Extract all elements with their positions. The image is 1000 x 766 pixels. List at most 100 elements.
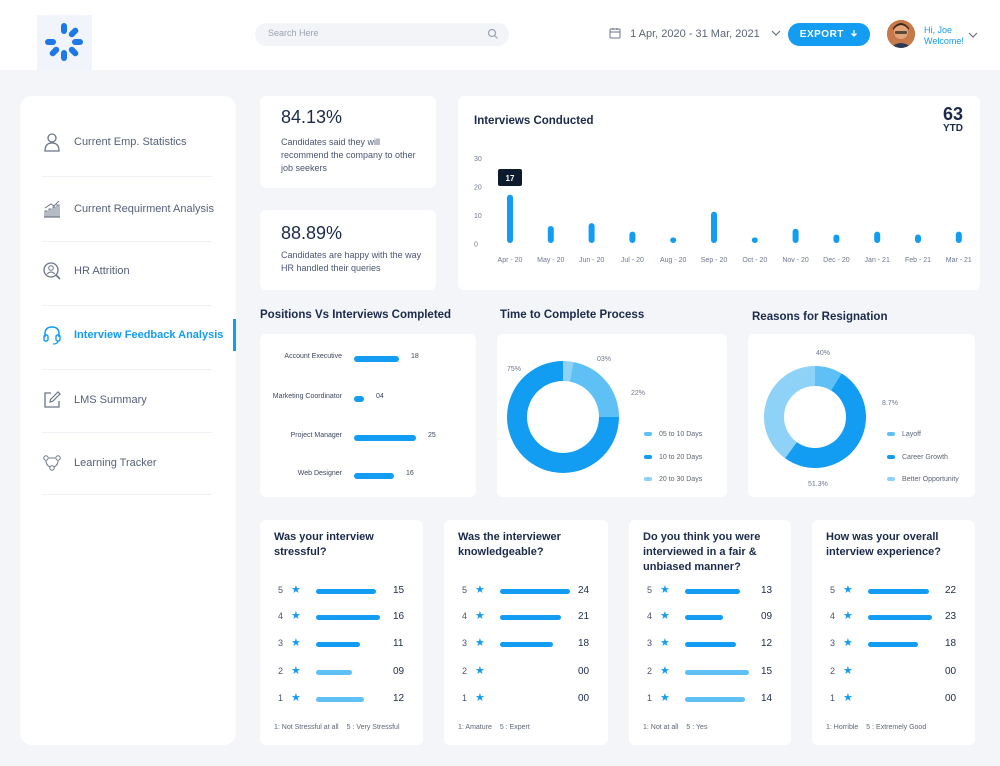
bar[interactable]: [833, 234, 840, 243]
time-process-donut: [507, 361, 619, 473]
chevron-down-icon: [771, 30, 781, 36]
export-button[interactable]: EXPORT: [788, 23, 870, 46]
bar[interactable]: [955, 231, 962, 243]
rating-bar: [316, 615, 380, 620]
ytd-counter: 63 YTD: [943, 104, 963, 134]
sidebar-item-current-emp-statistics[interactable]: Current Emp. Statistics: [22, 111, 241, 173]
ytd-label: YTD: [942, 123, 963, 134]
sidebar-item-lms-summary[interactable]: LMS Summary: [22, 369, 241, 431]
tooltip-value: 17: [506, 174, 515, 183]
user-icon: [44, 133, 60, 152]
position-bar: [354, 473, 394, 479]
scale-low: 1: Not at all: [643, 724, 679, 731]
divider: [42, 432, 212, 433]
rating-count: 09: [761, 611, 773, 622]
rating-bar: [868, 589, 929, 594]
tracker-icon: [43, 455, 61, 471]
avatar[interactable]: [887, 20, 915, 48]
sidebar-item-learning-tracker[interactable]: Learning Tracker: [22, 432, 241, 494]
search-placeholder: Search Here: [268, 28, 319, 38]
search-person-icon: [43, 262, 61, 280]
ytd-value: 63: [942, 104, 963, 124]
rating-number: 2: [830, 666, 836, 676]
donut-slice[interactable]: [815, 366, 842, 391]
position-bar: [354, 435, 416, 441]
star-icon: ★: [291, 637, 301, 649]
bar[interactable]: [629, 231, 636, 243]
star-icon: ★: [843, 692, 853, 704]
bar[interactable]: [588, 223, 595, 243]
sidebar-item-label: Interview Feedback Analysis: [74, 329, 224, 341]
bar[interactable]: [874, 231, 881, 243]
search-input[interactable]: Search Here: [255, 23, 509, 46]
rating-bar: [685, 670, 749, 675]
rating-number: 1: [647, 693, 653, 703]
divider: [42, 241, 212, 242]
legend-label: 20 to 30 Days: [659, 476, 703, 483]
rating-number: 2: [647, 666, 653, 676]
date-range-picker[interactable]: 1 Apr, 2020 - 31 Mar, 2021: [609, 27, 781, 40]
positions-card: Account Executive 18 Marketing Coordinator…: [260, 334, 476, 497]
greeting-name: Hi, Joe: [924, 25, 953, 35]
bar[interactable]: [915, 234, 921, 243]
rating-bar: [685, 697, 745, 702]
rating-scale-legend: 1: Not Stressful at all 5 : Very Stressfu…: [274, 724, 400, 731]
y-tick-label: 10: [474, 213, 482, 220]
rating-bar: [316, 697, 364, 702]
legend-item: Layoff: [887, 431, 921, 438]
logo-icon: [45, 23, 83, 61]
star-icon: ★: [660, 692, 670, 704]
star-icon: ★: [843, 637, 853, 649]
bar[interactable]: [711, 211, 717, 243]
question-title: Do you think you were interviewed in a f…: [643, 531, 761, 573]
edit-icon: [44, 391, 61, 408]
donut-slice[interactable]: [764, 366, 815, 459]
stat-card-hr-queries: 88.89% Candidates are happy with the way…: [260, 210, 436, 290]
sidebar-item-interview-feedback-analysis[interactable]: Interview Feedback Analysis: [22, 304, 241, 366]
time-process-title: Time to Complete Process: [500, 309, 645, 321]
question-title: Was your interview stressful?: [274, 531, 374, 558]
user-greeting[interactable]: Hi, Joe Welcome!: [924, 25, 964, 47]
app-logo[interactable]: [37, 15, 92, 70]
rating-number: 5: [462, 585, 468, 595]
legend-item: Better Opportunity: [887, 476, 959, 483]
positions-title: Positions Vs Interviews Completed: [260, 309, 452, 321]
bar[interactable]: [792, 228, 799, 243]
rating-bar: [868, 615, 932, 620]
rating-count: 13: [761, 585, 773, 596]
rating-count: 09: [393, 666, 405, 677]
donut-slice[interactable]: [569, 361, 619, 417]
arrow-down-icon: [851, 30, 858, 37]
donut-slice[interactable]: [785, 373, 866, 468]
sidebar-item-hr-attrition[interactable]: HR Attrition: [22, 240, 241, 302]
legend-label: 10 to 20 Days: [659, 454, 703, 461]
legend-item: 05 to 10 Days: [644, 431, 702, 438]
top-header: Search Here 1 Apr, 2020 - 31 Mar, 2021 E…: [0, 0, 1000, 70]
bar[interactable]: [507, 194, 513, 243]
donut-label: 40%: [816, 350, 831, 357]
user-menu-chevron-icon[interactable]: [968, 31, 978, 39]
greeting-welcome: Welcome!: [924, 36, 964, 46]
question-card: [812, 520, 975, 745]
rating-number: 4: [462, 611, 468, 621]
donut-slice[interactable]: [507, 361, 619, 473]
y-tick-label: 20: [474, 185, 482, 192]
scale-high: 5 : Expert: [499, 724, 530, 731]
rating-bar: [868, 642, 918, 647]
donut-slice[interactable]: [563, 361, 574, 382]
legend-label: Better Opportunity: [902, 476, 959, 483]
donut-label: 22%: [631, 390, 646, 397]
rating-bar: [316, 642, 360, 647]
y-tick-label: 0: [474, 242, 478, 249]
resignation-title: Reasons for Resignation: [752, 311, 888, 323]
rating-count: 15: [393, 585, 405, 596]
rating-count: 11: [393, 638, 404, 649]
bar[interactable]: [670, 237, 677, 243]
bar[interactable]: [751, 237, 758, 243]
sidebar-item-label: LMS Summary: [74, 394, 147, 406]
sidebar-item-current-requirment-analysis[interactable]: Current Requirment Analysis: [22, 178, 241, 240]
star-icon: ★: [475, 637, 485, 649]
bar[interactable]: [547, 225, 554, 243]
position-bar: [354, 396, 364, 402]
x-tick-label: Sep - 20: [701, 257, 728, 264]
